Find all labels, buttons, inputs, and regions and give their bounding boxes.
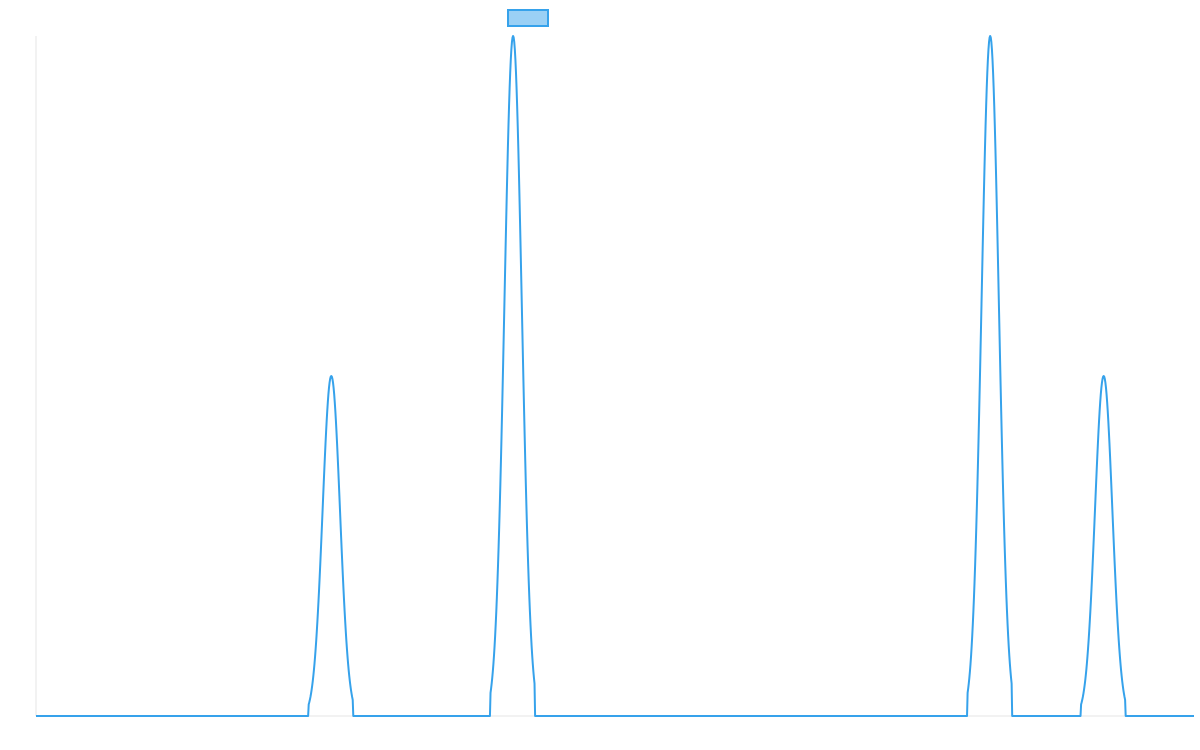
series-layer — [35, 35, 1195, 717]
legend[interactable] — [507, 9, 549, 27]
series-line — [35, 35, 1195, 717]
legend-swatch[interactable] — [507, 9, 549, 27]
